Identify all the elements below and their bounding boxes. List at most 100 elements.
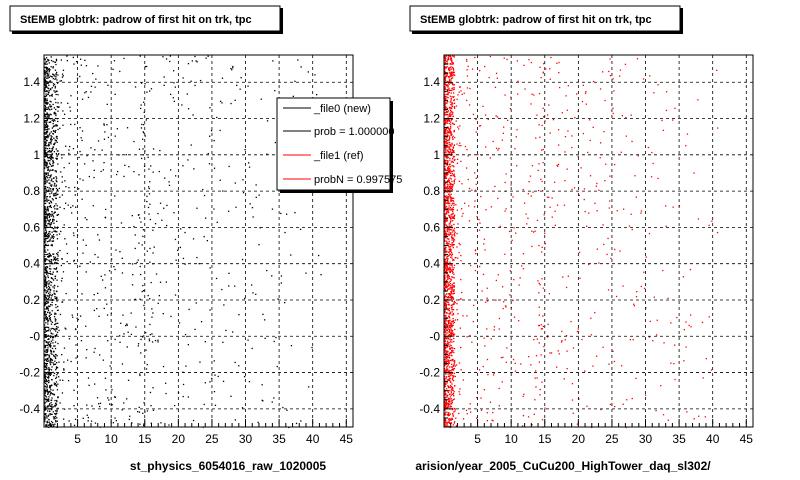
data-point	[55, 328, 57, 330]
data-point	[46, 125, 49, 128]
data-point	[114, 268, 116, 271]
data-point	[450, 235, 453, 237]
data-point	[261, 399, 263, 401]
data-point	[452, 206, 454, 208]
data-point	[447, 201, 449, 204]
data-point	[484, 114, 487, 116]
data-point	[445, 154, 448, 157]
data-point	[450, 178, 452, 180]
data-point	[204, 382, 206, 384]
data-point	[46, 162, 48, 164]
data-point	[445, 220, 447, 222]
data-point	[447, 133, 449, 135]
data-point	[504, 210, 506, 212]
data-point	[205, 217, 207, 219]
data-point	[47, 208, 49, 210]
data-point	[449, 95, 451, 97]
data-point	[119, 335, 121, 337]
data-point	[123, 333, 125, 335]
data-point	[446, 396, 448, 398]
data-point	[53, 111, 55, 114]
data-point	[87, 420, 89, 422]
data-point	[453, 239, 455, 241]
data-point	[446, 379, 448, 381]
data-point	[451, 309, 453, 311]
data-point	[45, 297, 48, 300]
data-point	[44, 80, 47, 82]
data-point	[274, 90, 276, 92]
data-point	[447, 332, 449, 334]
data-point	[449, 132, 451, 134]
data-point	[444, 179, 446, 182]
data-point	[47, 320, 50, 322]
data-point	[475, 177, 477, 179]
data-point	[453, 290, 455, 292]
data-point	[619, 69, 622, 71]
data-point	[444, 348, 446, 351]
data-point	[450, 71, 453, 73]
data-point	[451, 136, 454, 138]
data-point	[511, 239, 513, 241]
data-point	[708, 224, 710, 226]
data-point	[445, 355, 447, 357]
data-point	[46, 77, 48, 79]
data-point	[449, 207, 452, 209]
data-point	[452, 96, 454, 98]
data-point	[194, 55, 196, 58]
data-point	[74, 328, 77, 330]
data-point	[447, 131, 450, 134]
data-point	[451, 207, 453, 210]
data-point	[46, 341, 48, 343]
data-point	[447, 413, 450, 416]
data-point	[464, 145, 467, 148]
data-point	[184, 333, 187, 336]
data-point	[451, 321, 453, 323]
data-point	[48, 135, 50, 137]
data-point	[53, 112, 56, 114]
data-point	[44, 318, 46, 320]
data-point	[665, 225, 667, 227]
data-point	[114, 135, 116, 137]
data-point	[444, 341, 446, 343]
data-point	[489, 157, 491, 159]
data-point	[444, 83, 446, 85]
data-point	[448, 330, 451, 332]
data-point	[448, 216, 451, 219]
data-point	[80, 137, 82, 139]
data-point	[495, 72, 498, 74]
data-point	[52, 119, 54, 121]
data-point	[55, 384, 57, 386]
data-point	[446, 264, 448, 267]
x-tick-label: 5	[474, 432, 481, 446]
data-point	[452, 407, 454, 409]
data-point	[121, 409, 123, 411]
data-point	[446, 388, 448, 390]
data-point	[456, 98, 458, 100]
data-point	[44, 255, 46, 258]
data-point	[49, 142, 51, 144]
data-point	[460, 369, 462, 371]
data-point	[248, 166, 251, 168]
data-point	[558, 72, 560, 74]
data-point	[46, 401, 48, 403]
data-point	[45, 237, 47, 239]
data-point	[447, 324, 449, 326]
data-point	[251, 347, 253, 350]
data-point	[453, 333, 456, 335]
data-point	[294, 80, 296, 82]
data-point	[450, 326, 453, 328]
data-point	[454, 231, 456, 233]
data-point	[445, 329, 448, 331]
data-point	[488, 76, 490, 79]
data-point	[452, 296, 454, 298]
data-point	[450, 421, 452, 424]
data-point	[56, 333, 58, 336]
data-point	[73, 424, 76, 426]
data-point	[192, 419, 195, 422]
data-point	[449, 89, 451, 91]
data-point	[444, 142, 446, 144]
data-point	[47, 157, 50, 159]
data-point	[45, 196, 47, 198]
data-point	[54, 363, 56, 365]
data-point	[453, 218, 456, 220]
